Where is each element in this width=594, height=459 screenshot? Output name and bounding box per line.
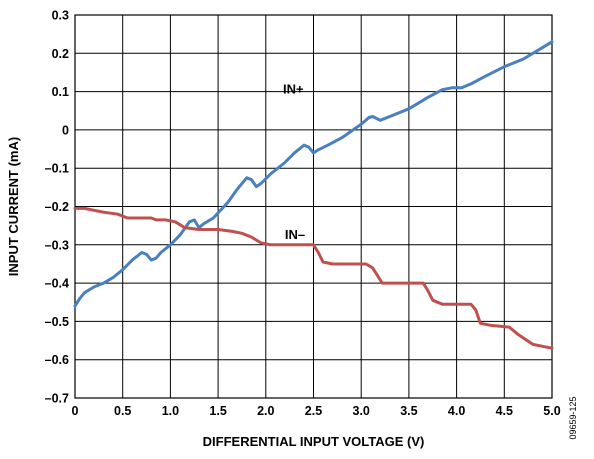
x-tick-label: 0.5 xyxy=(114,404,131,418)
y-tick-label: –0.6 xyxy=(45,353,69,367)
series-label-in-minus: IN– xyxy=(285,227,305,242)
y-tick-label: –0.1 xyxy=(45,162,69,176)
series-line-in-plus xyxy=(73,40,554,308)
figure-code: 09659-125 xyxy=(568,396,578,439)
series-labels: IN+ IN– xyxy=(283,82,305,243)
y-axis-label: INPUT CURRENT (mA) xyxy=(6,137,21,276)
x-tick-label: 3.5 xyxy=(400,404,417,418)
series-label-in-plus: IN+ xyxy=(283,82,304,97)
x-tick-label: 2.5 xyxy=(305,404,322,418)
y-tick-label: –0.3 xyxy=(45,238,69,252)
y-tick-label: 0.2 xyxy=(52,47,69,61)
x-tick-label: 0 xyxy=(72,404,79,418)
y-tick-label: 0.1 xyxy=(52,85,69,99)
y-tick-label: 0 xyxy=(62,123,69,137)
y-tick-labels: 0.3 0.2 0.1 0 –0.1 –0.2 –0.3 –0.4 –0.5 –0.6 –0.7 xyxy=(45,9,69,406)
y-tick-label: –0.7 xyxy=(45,392,69,406)
y-tick-label: –0.2 xyxy=(45,200,69,214)
x-tick-label: 3.0 xyxy=(353,404,370,418)
y-tick-label: 0.3 xyxy=(52,9,69,23)
x-tick-label: 1.0 xyxy=(162,404,179,418)
plot-frame xyxy=(74,14,553,399)
grid xyxy=(74,14,553,399)
x-tick-label: 5.0 xyxy=(543,404,560,418)
x-tick-label: 2.0 xyxy=(257,404,274,418)
x-axis-label: DIFFERENTIAL INPUT VOLTAGE (V) xyxy=(203,434,425,449)
x-tick-label: 4.5 xyxy=(496,404,513,418)
series-layer xyxy=(73,40,554,350)
x-tick-labels: 0 0.5 1.0 1.5 2.0 2.5 3.0 3.5 4.0 4.5 5.0 xyxy=(72,404,561,418)
x-tick-label: 4.0 xyxy=(448,404,465,418)
y-tick-label: –0.5 xyxy=(45,315,69,329)
x-tick-label: 1.5 xyxy=(209,404,226,418)
y-tick-label: –0.4 xyxy=(45,277,69,291)
series-line-in-minus xyxy=(73,206,554,350)
